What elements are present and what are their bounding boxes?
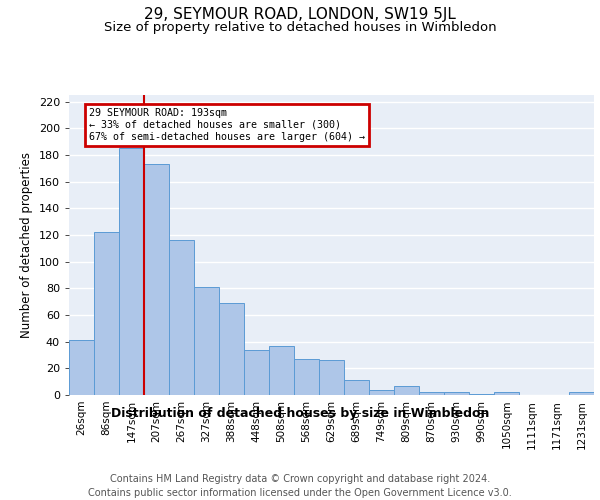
Bar: [494, 392, 519, 395]
Bar: [94, 232, 119, 395]
Text: Contains HM Land Registry data © Crown copyright and database right 2024.
Contai: Contains HM Land Registry data © Crown c…: [88, 474, 512, 498]
Bar: [419, 392, 444, 395]
Bar: [294, 359, 319, 395]
Bar: [119, 148, 144, 395]
Bar: [169, 240, 194, 395]
Bar: [344, 380, 369, 395]
Text: 29 SEYMOUR ROAD: 193sqm
← 33% of detached houses are smaller (300)
67% of semi-d: 29 SEYMOUR ROAD: 193sqm ← 33% of detache…: [89, 108, 365, 142]
Bar: [219, 303, 244, 395]
Bar: [469, 394, 494, 395]
Bar: [319, 360, 344, 395]
Text: 29, SEYMOUR ROAD, LONDON, SW19 5JL: 29, SEYMOUR ROAD, LONDON, SW19 5JL: [144, 8, 456, 22]
Text: Size of property relative to detached houses in Wimbledon: Size of property relative to detached ho…: [104, 21, 496, 34]
Bar: [444, 392, 469, 395]
Bar: [244, 350, 269, 395]
Bar: [194, 287, 219, 395]
Bar: [69, 340, 94, 395]
Bar: [369, 390, 394, 395]
Y-axis label: Number of detached properties: Number of detached properties: [20, 152, 33, 338]
Bar: [394, 386, 419, 395]
Text: Distribution of detached houses by size in Wimbledon: Distribution of detached houses by size …: [111, 408, 489, 420]
Bar: [569, 392, 594, 395]
Bar: [144, 164, 169, 395]
Bar: [269, 346, 294, 395]
